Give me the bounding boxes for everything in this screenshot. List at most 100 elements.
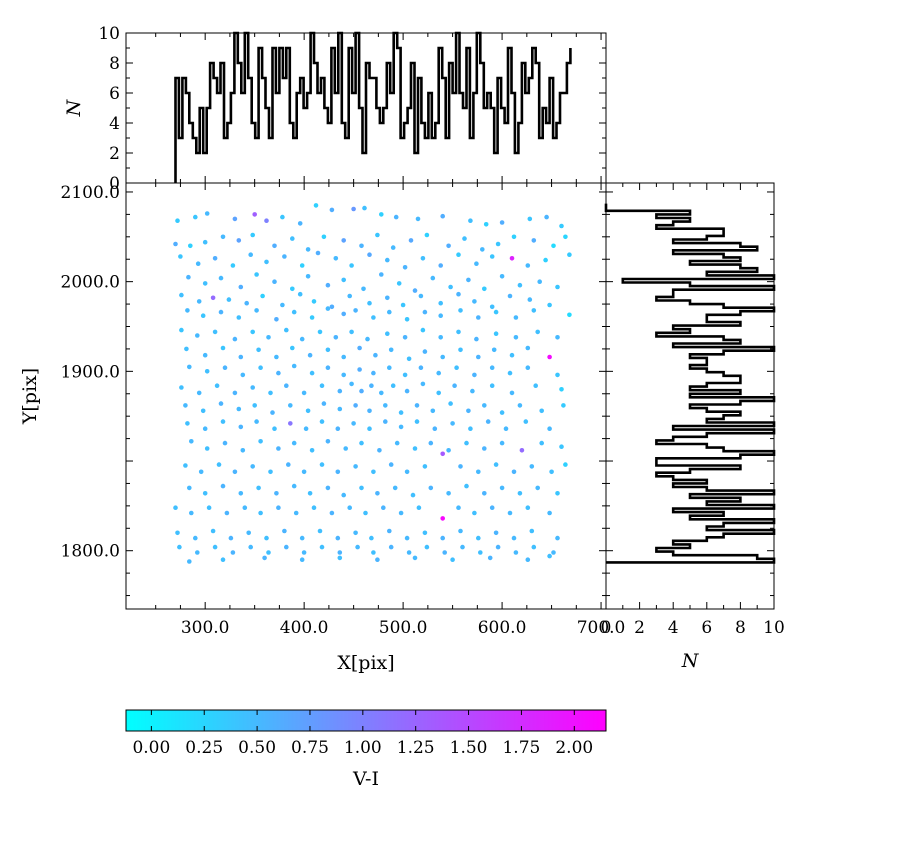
scatter-point	[238, 424, 244, 430]
scatter-point	[299, 336, 305, 342]
scatter-point	[499, 440, 505, 446]
scatter-point	[288, 403, 293, 408]
scatter-point	[256, 347, 261, 353]
scatter-point	[375, 491, 380, 496]
scatter-point	[264, 259, 269, 265]
scatter-point	[392, 485, 398, 491]
scatter-point	[509, 390, 515, 396]
scatter-point	[293, 510, 299, 516]
x-tick-label: 300.0	[181, 618, 230, 638]
scatter-point	[383, 403, 388, 408]
scatter-point	[379, 272, 384, 277]
scatter-point	[393, 214, 399, 220]
scatter-point	[188, 243, 193, 249]
scatter-point	[329, 207, 335, 213]
scatter-point	[329, 510, 335, 516]
scatter-point	[424, 232, 430, 238]
scatter-point	[232, 390, 238, 396]
scatter-point	[236, 315, 242, 320]
scatter-point	[173, 241, 178, 247]
scatter-point	[291, 483, 297, 489]
scatter-point	[450, 421, 455, 426]
scatter-point	[291, 363, 297, 369]
scatter-point	[266, 335, 271, 340]
scatter-point	[349, 263, 354, 268]
scatter-point	[220, 483, 226, 489]
scatter-point	[317, 329, 323, 335]
y-tick-label: 2100.0	[61, 183, 120, 203]
scatter-ticks: 300.0 400.0 500.0 600.0 700.0 1800.0 1900.0 200…	[61, 183, 626, 638]
scatter-point	[472, 510, 477, 516]
scatter-point	[499, 220, 505, 225]
scatter-point	[218, 309, 224, 315]
scatter-point	[387, 365, 392, 371]
scatter-point	[341, 372, 347, 378]
scatter-point	[379, 390, 384, 396]
scatter-point	[311, 299, 317, 304]
scatter-point	[301, 390, 307, 396]
scatter-point	[523, 419, 529, 424]
scatter-point	[547, 510, 552, 516]
scatter-point	[428, 440, 434, 446]
scatter-point	[202, 491, 208, 496]
scatter-point	[222, 365, 228, 371]
scatter-point	[480, 247, 485, 252]
scatter-point	[325, 306, 331, 311]
colorbar-tick-label: 1.25	[397, 738, 435, 758]
scatter-point	[309, 315, 315, 320]
scatter-point	[379, 212, 384, 217]
scatter-point	[232, 469, 238, 475]
scatter-point	[489, 304, 495, 310]
scatter-point	[404, 388, 410, 394]
scatter-point	[286, 462, 291, 467]
scatter-point	[422, 309, 428, 315]
scatter-point	[563, 234, 568, 240]
scatter-point	[438, 313, 444, 319]
scatter-point	[195, 550, 200, 555]
scatter-point	[559, 223, 564, 229]
scatter-point	[408, 238, 414, 243]
scatter-point	[482, 286, 487, 292]
scatter-point	[193, 535, 198, 541]
scatter-point	[535, 329, 540, 335]
scatter-point	[179, 385, 184, 390]
scatter-point	[537, 279, 542, 285]
scatter-point	[387, 528, 392, 534]
scatter-point	[448, 284, 453, 290]
scatter-point	[430, 275, 436, 281]
scatter-point	[321, 401, 327, 406]
scatter-point	[539, 440, 544, 446]
top-histogram-step	[174, 31, 572, 183]
scatter-point	[438, 263, 444, 268]
scatter-point	[252, 403, 257, 408]
scatter-point	[468, 426, 473, 432]
scatter-point	[458, 464, 463, 469]
scatter-point	[410, 492, 416, 498]
scatter-point	[563, 462, 568, 467]
scatter-point	[276, 446, 281, 451]
y-tick-label: 1800.0	[61, 542, 120, 562]
scatter-point	[547, 553, 552, 559]
scatter-point	[184, 346, 189, 352]
scatter-point	[511, 234, 517, 240]
scatter-point	[474, 261, 479, 267]
scatter-point	[418, 293, 424, 299]
scatter-point	[511, 469, 517, 475]
scatter-point	[353, 530, 358, 536]
scatter-point	[363, 510, 368, 516]
colorbar-ticks: 0.00 0.25 0.50 0.75 1.00 1.25 1.50 1.75 2.00	[132, 710, 593, 758]
scatter-point	[254, 308, 259, 313]
scatter-point	[491, 347, 497, 353]
scatter-point	[559, 387, 564, 392]
scatter-point	[507, 510, 513, 516]
top-y-tick-label: 4	[109, 114, 120, 134]
scatter-point	[284, 383, 289, 389]
scatter-point	[485, 419, 491, 424]
scatter-point	[555, 284, 560, 290]
scatter-point	[264, 218, 269, 223]
scatter-point	[299, 535, 305, 541]
scatter-point	[383, 419, 388, 424]
scatter-point	[341, 354, 347, 360]
scatter-point	[499, 485, 505, 491]
scatter-point	[218, 275, 224, 281]
